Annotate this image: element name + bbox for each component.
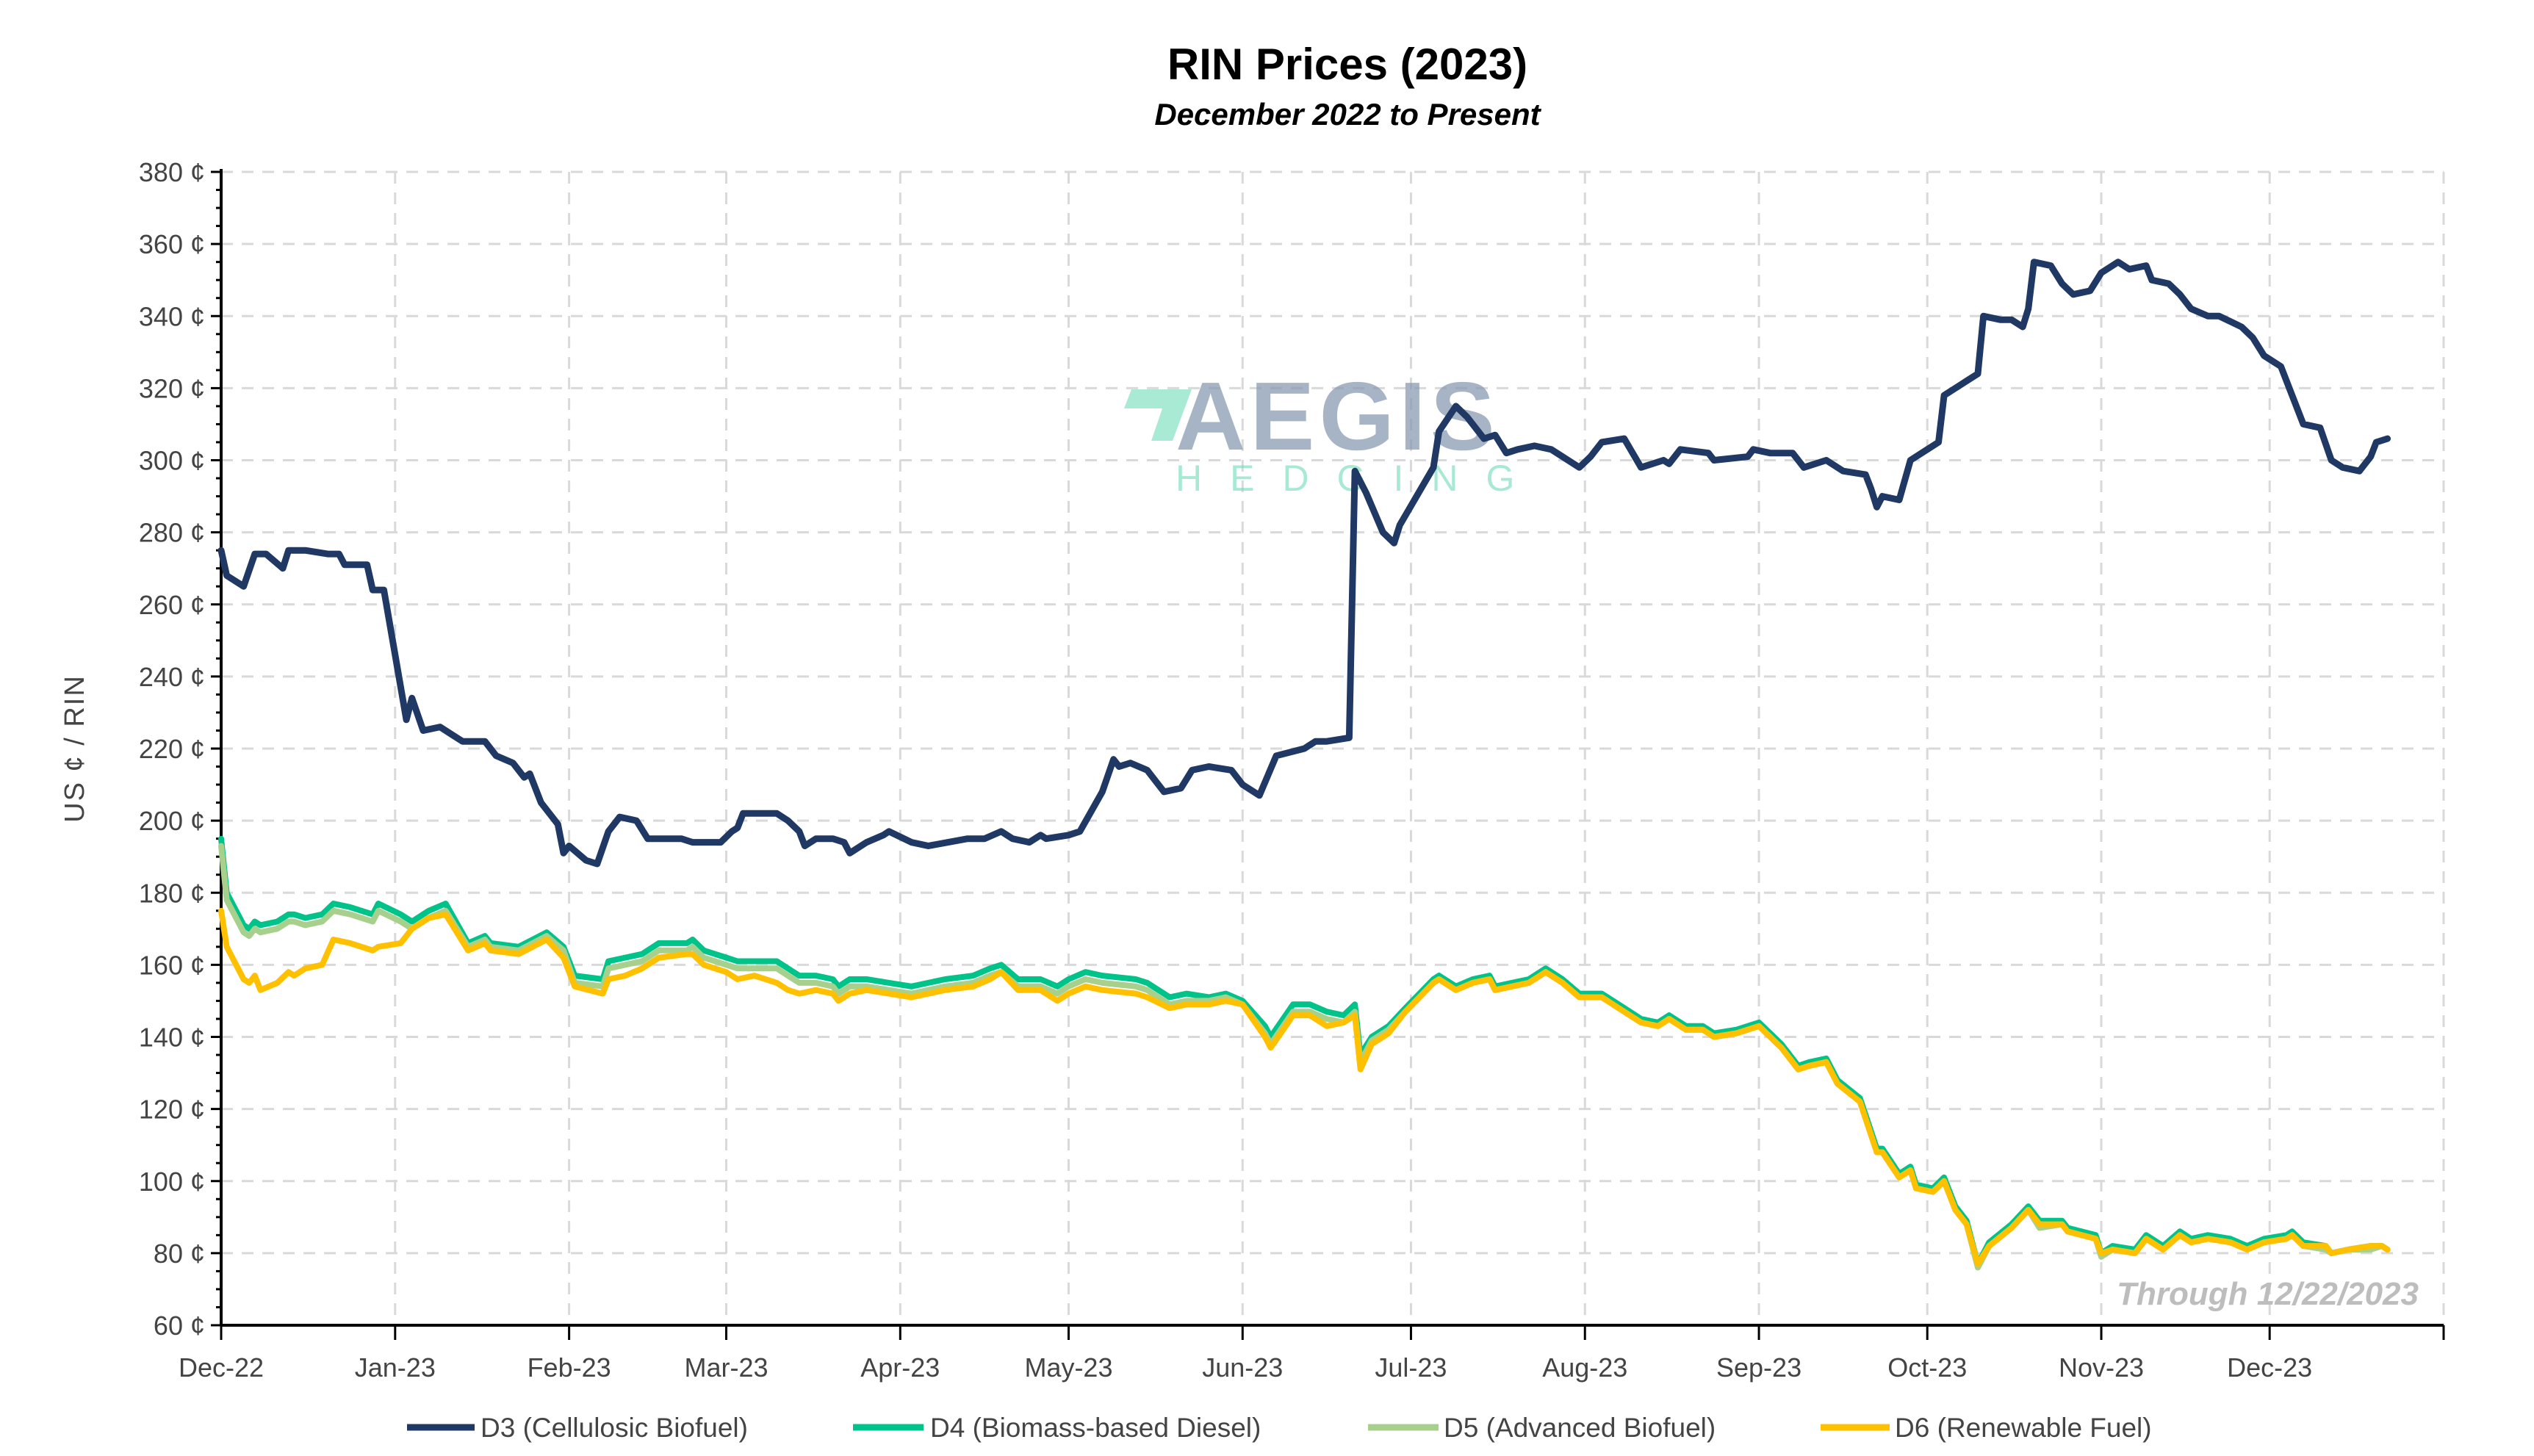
y-tick-label: 300 ¢: [139, 446, 205, 476]
y-tick-label: 320 ¢: [139, 373, 205, 403]
legend: D3 (Cellulosic Biofuel) D4 (Biomass-base…: [407, 1413, 2152, 1443]
y-tick-label: 240 ¢: [139, 662, 205, 692]
x-tick-label: May-23: [1024, 1352, 1112, 1383]
through-date-note: Through 12/22/2023: [2117, 1276, 2419, 1312]
y-tick-label: 260 ¢: [139, 590, 205, 620]
x-tick-label: Sep-23: [1716, 1352, 1801, 1383]
x-tick-label: Apr-23: [860, 1352, 940, 1383]
x-tick-label: Nov-23: [2059, 1352, 2144, 1383]
chart-subtitle: December 2022 to Present: [1154, 97, 1541, 131]
legend-label-d4: D4 (Biomass-based Diesel): [930, 1413, 1261, 1443]
y-tick-label: 140 ¢: [139, 1023, 205, 1053]
y-tick-label: 160 ¢: [139, 950, 205, 980]
x-tick-label: Dec-23: [2227, 1352, 2312, 1383]
x-tick-label: Oct-23: [1887, 1352, 1967, 1383]
x-tick-label: Jul-23: [1375, 1352, 1447, 1383]
y-tick-label: 180 ¢: [139, 878, 205, 908]
series-line-d6: [218, 907, 2391, 1267]
y-tick-label: 360 ¢: [139, 229, 205, 259]
x-tick-label: Aug-23: [1542, 1352, 1627, 1383]
watermark-text: AEGIS: [1176, 362, 1500, 470]
y-axis-label: US ¢ / RIN: [60, 674, 90, 823]
gridlines: [221, 170, 2445, 1325]
logo-mark-icon: [1124, 389, 1192, 441]
x-tick-label: Jun-23: [1202, 1352, 1283, 1383]
x-tick-label: Dec-22: [179, 1352, 264, 1383]
y-tick-label: 380 ¢: [139, 157, 205, 187]
series-line-d4: [218, 835, 2391, 1267]
chart-title: RIN Prices (2023): [1167, 40, 1527, 89]
series-lines: [217, 259, 2391, 1271]
legend-label-d6: D6 (Renewable Fuel): [1895, 1413, 2152, 1443]
watermark-subtext: HEDGING: [1176, 458, 1542, 499]
x-tick-label: Jan-23: [355, 1352, 436, 1383]
y-tick-label: 80 ¢: [154, 1239, 205, 1269]
y-tick-label: 220 ¢: [139, 734, 205, 764]
y-tick-label: 200 ¢: [139, 806, 205, 836]
y-tick-label: 120 ¢: [139, 1095, 205, 1125]
y-tick-label: 340 ¢: [139, 301, 205, 331]
series-line-d5: [218, 843, 2391, 1271]
y-tick-label: 280 ¢: [139, 518, 205, 548]
x-tick-label: Feb-23: [528, 1352, 611, 1383]
aegis-hedging-logo-watermark: AEGIS HEDGING: [1124, 362, 1542, 499]
y-tick-label: 60 ¢: [154, 1311, 205, 1341]
axes: 60 ¢ 80 ¢ 100 ¢ 120 ¢ 140 ¢ 160 ¢ 180 ¢ 200 ¢ 22…: [139, 157, 2445, 1383]
series-line-d3: [217, 259, 2391, 868]
legend-label-d3: D3 (Cellulosic Biofuel): [480, 1413, 748, 1443]
legend-label-d5: D5 (Advanced Biofuel): [1444, 1413, 1716, 1443]
y-tick-label: 100 ¢: [139, 1167, 205, 1197]
x-tick-label: Mar-23: [684, 1352, 768, 1383]
